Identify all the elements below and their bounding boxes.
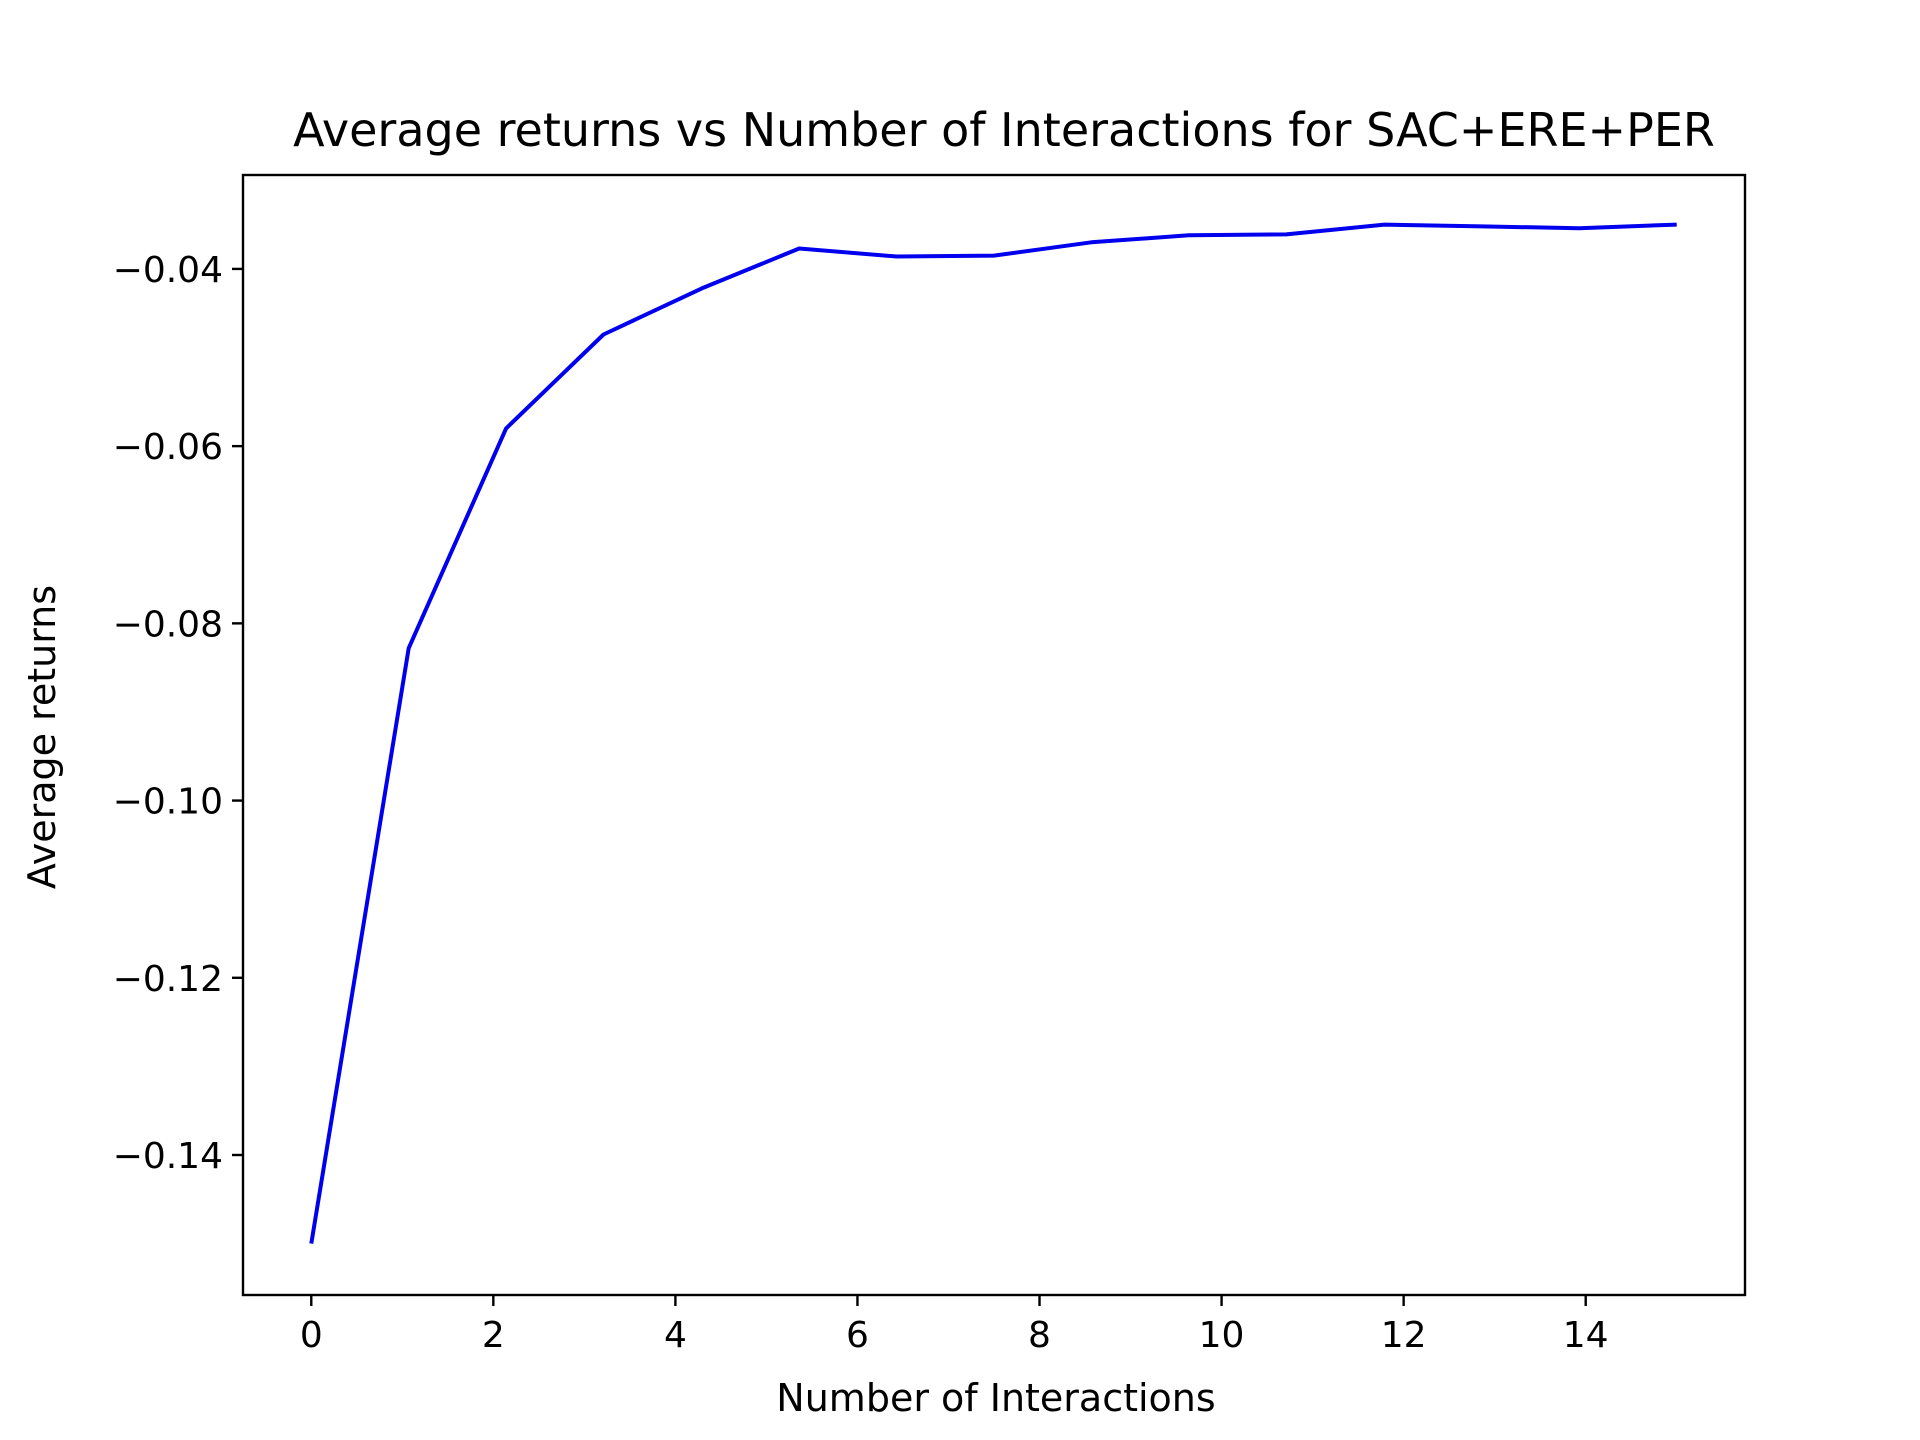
x-axis: 0 2 4 6 8 10 12 14: [300, 1295, 1609, 1356]
plot-area: [241, 173, 1747, 1297]
x-tick-label: 4: [664, 1315, 687, 1356]
plot-frame: [241, 173, 1747, 1297]
x-tick-label: 2: [482, 1315, 505, 1356]
x-tick-label: 12: [1381, 1315, 1427, 1356]
y-tick-label: −0.08: [113, 604, 223, 645]
y-tick-label: −0.10: [113, 782, 223, 823]
chart-title: Average returns vs Number of Interaction…: [293, 103, 1715, 157]
x-tick-label: 14: [1563, 1315, 1609, 1356]
x-tick-label: 10: [1199, 1315, 1245, 1356]
y-axis: −0.04 −0.06 −0.08 −0.10 −0.12 −0.14: [113, 250, 243, 1177]
y-tick-label: −0.14: [113, 1136, 223, 1177]
y-tick-label: −0.04: [113, 250, 223, 291]
y-tick-label: −0.12: [113, 959, 223, 1000]
x-axis-label: Number of Interactions: [776, 1376, 1215, 1420]
y-axis-label: Average returns: [20, 585, 64, 889]
y-tick-label: −0.06: [113, 427, 223, 468]
series-line-0: [309, 222, 1677, 1244]
x-tick-label: 6: [846, 1315, 869, 1356]
x-tick-label: 0: [300, 1315, 323, 1356]
x-tick-label: 8: [1028, 1315, 1051, 1356]
